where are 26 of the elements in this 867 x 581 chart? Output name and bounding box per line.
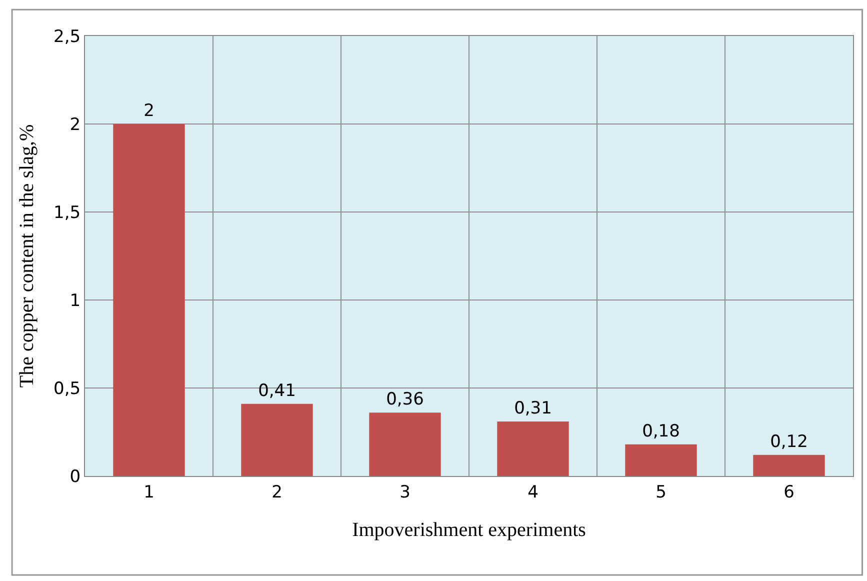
bar — [241, 404, 313, 476]
x-tick-label: 3 — [400, 482, 410, 502]
x-axis-title: Impoverishment experiments — [352, 518, 586, 541]
data-label: 0,18 — [642, 421, 680, 442]
y-tick-label: 0 — [70, 466, 81, 487]
bar — [753, 454, 825, 476]
x-tick-label: 1 — [144, 482, 154, 502]
bar — [113, 124, 185, 476]
y-tick-label: 2 — [70, 114, 81, 135]
y-tick-label: 2,5 — [54, 26, 81, 47]
x-tick-label: 4 — [528, 482, 538, 502]
data-label: 0,31 — [514, 398, 552, 418]
y-tick-label: 1 — [70, 290, 81, 311]
data-label: 2 — [144, 101, 154, 121]
x-tick-label: 5 — [656, 482, 666, 502]
y-axis-title: The copper content in the slag,% — [16, 124, 38, 388]
bar — [625, 444, 697, 476]
data-label: 0,12 — [770, 432, 808, 452]
x-tick-label: 2 — [272, 482, 282, 502]
bar — [497, 421, 569, 476]
data-label: 0,36 — [386, 390, 424, 410]
y-tick-label: 1,5 — [54, 202, 81, 223]
data-label: 0,41 — [258, 380, 296, 401]
y-tick-label: 0,5 — [54, 378, 81, 399]
bar — [369, 412, 441, 476]
x-tick-label: 6 — [784, 482, 794, 502]
